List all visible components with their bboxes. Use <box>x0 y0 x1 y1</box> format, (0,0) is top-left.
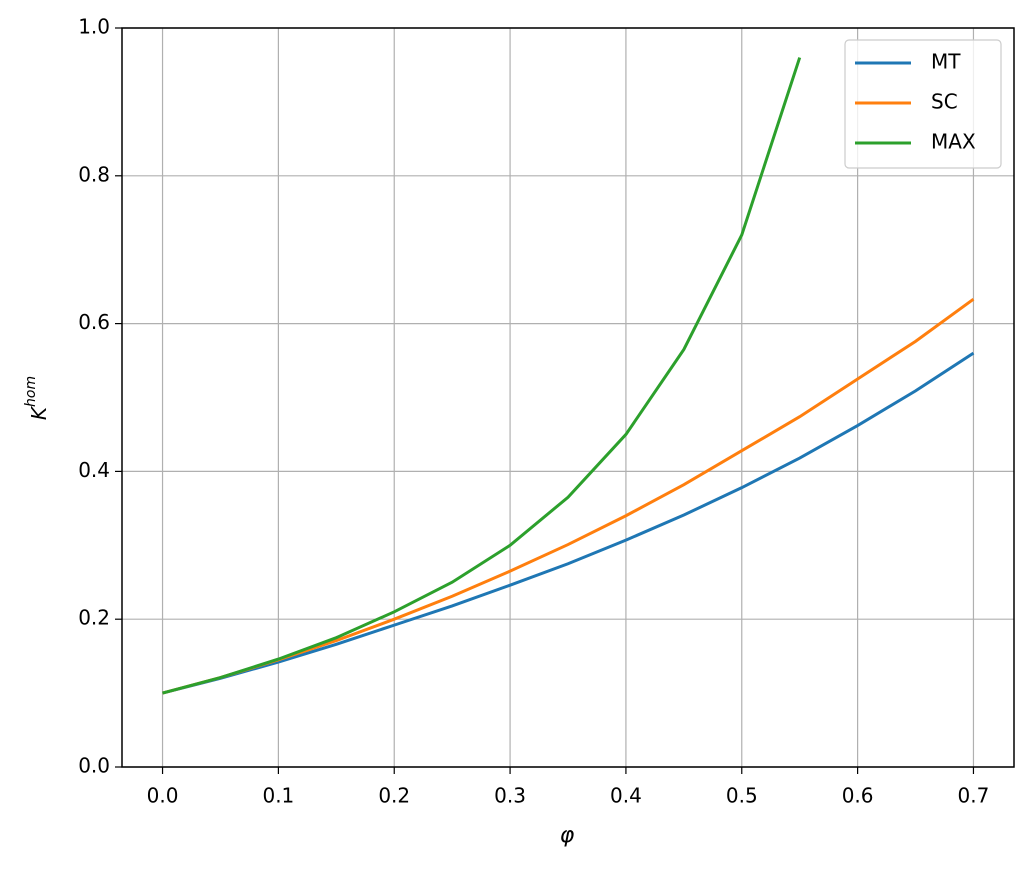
legend: MT SC MAX <box>844 39 1002 169</box>
x-tick-label: 0.3 <box>494 784 526 808</box>
y-tick-label: 0.0 <box>78 754 110 778</box>
lines <box>162 57 975 695</box>
y-tick-label: 0.6 <box>78 310 110 334</box>
legend-label: SC <box>931 90 958 114</box>
x-tick-label: 0.2 <box>378 784 410 808</box>
x-tick-label: 0.0 <box>147 784 179 808</box>
y-axis-label: Khom <box>23 376 51 420</box>
y-axis-label-base: K <box>27 405 51 420</box>
y-tick-label: 0.2 <box>78 606 110 630</box>
y-tick-label: 0.4 <box>78 458 110 482</box>
x-tick-label: 0.7 <box>958 784 990 808</box>
y-tick-label: 1.0 <box>78 15 110 39</box>
series-line <box>162 351 975 695</box>
legend-box <box>844 39 1002 169</box>
plot-frame <box>121 27 1015 768</box>
y-axis-label-sup: hom <box>23 376 39 407</box>
x-axis-label: φ <box>560 823 575 848</box>
x-tick-label: 0.1 <box>262 784 294 808</box>
x-tick-label: 0.5 <box>726 784 758 808</box>
y-tick-label: 0.8 <box>78 162 110 186</box>
legend-label: MAX <box>931 130 976 154</box>
x-tick-label: 0.6 <box>842 784 874 808</box>
x-tick-label: 0.4 <box>610 784 642 808</box>
legend-label: MT <box>931 50 961 74</box>
ticks: 0.0 0.1 0.2 0.3 0.4 0.5 0.6 0.7 0.0 0.2 0.4 0.6 0.8 1… <box>78 15 989 808</box>
series-line <box>162 57 802 695</box>
